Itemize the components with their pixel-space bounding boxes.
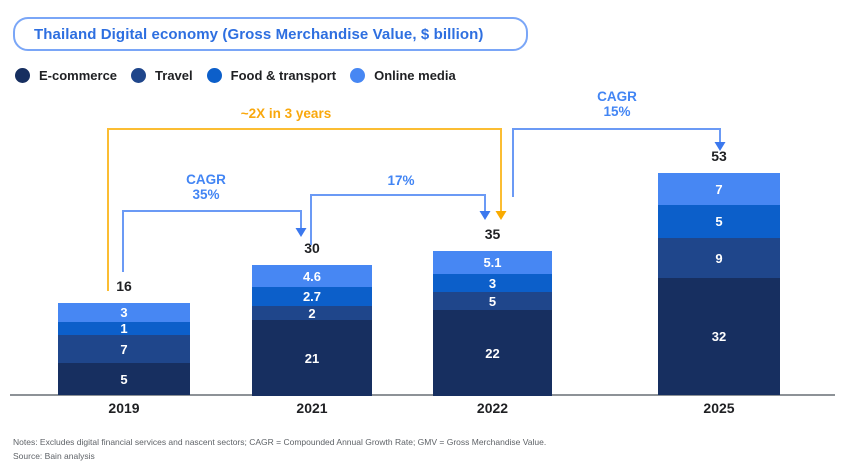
segment-value-food-transport-2021: 2.7 (302, 289, 322, 304)
chart-title-box: Thailand Digital economy (Gross Merchand… (13, 17, 528, 51)
bar-segment-e-commerce-2021: 21 (252, 320, 372, 396)
x-axis-label-2022: 2022 (476, 400, 509, 416)
bar-segment-travel-2021: 2 (252, 306, 372, 320)
legend-item-food-transport: Food & transport (206, 67, 337, 83)
bar-segment-travel-2025: 9 (658, 238, 780, 278)
bar-segment-food-transport-2019: 1 (58, 322, 190, 335)
legend-dot-food-transport (206, 67, 222, 83)
segment-value-e-commerce-2019: 5 (120, 371, 128, 387)
segment-value-travel-2025: 9 (715, 250, 723, 266)
footnote-notes: Notes: Excludes digital financial servic… (13, 437, 547, 447)
x-axis-label-2025: 2025 (703, 400, 735, 416)
segment-value-online-media-2021: 4.6 (302, 268, 322, 284)
bar-segment-e-commerce-2019: 5 (58, 363, 190, 395)
segment-value-travel-2021: 2 (308, 305, 316, 321)
segment-value-e-commerce-2025: 32 (711, 329, 727, 344)
segment-value-online-media-2019: 3 (120, 305, 128, 320)
bar-segment-e-commerce-2025: 32 (658, 278, 780, 395)
segment-value-food-transport-2025: 5 (715, 214, 723, 229)
segment-value-travel-2022: 5 (488, 293, 497, 309)
bar-segment-e-commerce-2022: 22 (433, 310, 552, 396)
chart-title: Thailand Digital economy (Gross Merchand… (34, 25, 484, 43)
legend-label-food-transport: Food & transport (230, 67, 337, 83)
legend-dot-travel (131, 67, 147, 83)
bar-segment-food-transport-2022: 3 (433, 274, 552, 292)
bar-segment-travel-2019: 7 (58, 335, 190, 363)
legend-dot-e-commerce (15, 67, 30, 83)
legend-item-online-media: Online media (350, 67, 456, 83)
legend-label-online-media: Online media (374, 67, 456, 83)
bar-total-2025: 53 (711, 148, 727, 164)
bar-total-2022: 35 (484, 226, 501, 242)
segment-value-travel-2019: 7 (120, 341, 128, 357)
legend-label-e-commerce: E-commerce (39, 67, 118, 83)
bar-segment-food-transport-2021: 2.7 (252, 287, 372, 306)
bar-2021: 4.6 2.7 2 21 (252, 265, 372, 396)
bar-2025: 7 5 9 32 (658, 173, 780, 395)
legend-item-travel: Travel (131, 67, 193, 83)
segment-value-e-commerce-2022: 22 (485, 345, 500, 361)
x-axis-label-2019: 2019 (108, 400, 140, 416)
bar-total-2021: 30 (304, 240, 320, 256)
segment-value-e-commerce-2021: 21 (304, 350, 320, 366)
legend-dot-online-media (350, 67, 366, 83)
legend-item-e-commerce: E-commerce (15, 67, 118, 83)
segment-value-online-media-2025: 7 (715, 181, 723, 197)
bar-segment-online-media-2019: 3 (58, 303, 190, 322)
bar-segment-food-transport-2025: 5 (658, 205, 780, 238)
legend-label-travel: Travel (155, 67, 193, 83)
bar-segment-online-media-2025: 7 (658, 173, 780, 205)
footnote-source: Source: Bain analysis (13, 451, 95, 461)
x-axis-label-2021: 2021 (296, 400, 328, 416)
segment-value-food-transport-2019: 1 (120, 321, 128, 336)
footnotes: Notes: Excludes digital financial servic… (13, 435, 546, 463)
bar-total-2019: 16 (116, 278, 132, 294)
bar-segment-online-media-2022: 5.1 (433, 251, 552, 274)
bar-segment-travel-2022: 5 (433, 292, 552, 310)
legend: E-commerce Travel Food & transport Online m… (15, 66, 456, 84)
bar-2022: 5.1 3 5 22 (433, 251, 552, 396)
x-axis-line (10, 394, 835, 396)
segment-value-food-transport-2022: 3 (488, 275, 497, 291)
segment-value-online-media-2022: 5.1 (483, 255, 502, 270)
bar-segment-online-media-2021: 4.6 (252, 265, 372, 287)
